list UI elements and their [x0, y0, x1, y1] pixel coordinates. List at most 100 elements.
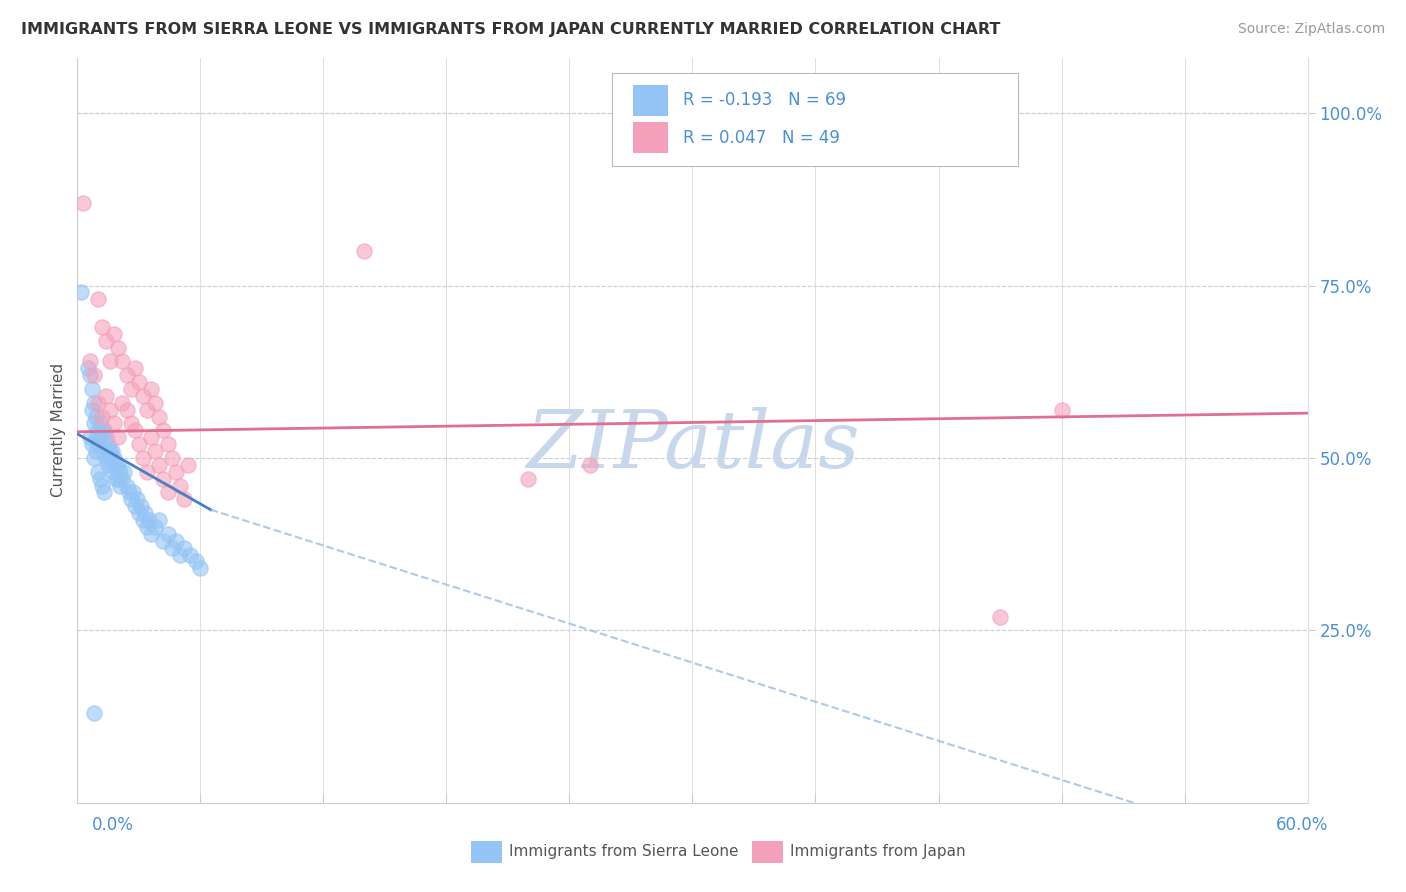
Point [988, 609, 1011, 624]
Point [114, 465, 136, 479]
Point [517, 472, 540, 486]
Point [79, 354, 101, 368]
Point [156, 437, 179, 451]
Text: IMMIGRANTS FROM SIERRA LEONE VS IMMIGRANTS FROM JAPAN CURRENTLY MARRIED CORRELAT: IMMIGRANTS FROM SIERRA LEONE VS IMMIGRAN… [21, 22, 1001, 37]
Point [93, 485, 115, 500]
Point [89, 417, 111, 431]
Point [90, 478, 114, 492]
Point [87, 465, 110, 479]
Point [179, 548, 201, 562]
Point [97, 444, 120, 458]
Point [103, 450, 125, 465]
Point [98, 444, 121, 458]
Point [186, 554, 208, 568]
Point [143, 520, 166, 534]
Point [84, 444, 107, 458]
Point [70, 285, 93, 300]
Point [136, 402, 159, 417]
Point [128, 506, 150, 520]
Point [136, 520, 159, 534]
Point [152, 533, 174, 548]
Point [783, 106, 806, 120]
Point [177, 458, 200, 472]
Point [98, 402, 121, 417]
Point [120, 417, 142, 431]
Point [87, 423, 110, 437]
Point [156, 485, 179, 500]
Point [97, 458, 120, 472]
Point [80, 402, 103, 417]
Text: ZIPatlas: ZIPatlas [526, 407, 859, 484]
Point [84, 409, 107, 424]
Point [94, 389, 117, 403]
Point [80, 437, 103, 451]
Point [124, 500, 146, 514]
Point [93, 437, 115, 451]
Text: Source: ZipAtlas.com: Source: ZipAtlas.com [1237, 22, 1385, 37]
Text: Immigrants from Sierra Leone: Immigrants from Sierra Leone [509, 845, 738, 859]
Point [148, 458, 170, 472]
Bar [634, 122, 668, 153]
Point [141, 526, 163, 541]
Text: R = 0.047   N = 49: R = 0.047 N = 49 [683, 128, 839, 146]
Point [90, 423, 114, 437]
Point [169, 478, 191, 492]
Point [165, 533, 187, 548]
Point [141, 430, 163, 444]
Point [141, 382, 163, 396]
Point [107, 341, 129, 355]
Point [160, 450, 183, 465]
Point [128, 437, 150, 451]
Text: Immigrants from Japan: Immigrants from Japan [790, 845, 966, 859]
Point [152, 423, 174, 437]
Point [120, 382, 142, 396]
Point [94, 334, 117, 348]
Point [103, 417, 125, 431]
Point [79, 430, 101, 444]
Point [173, 492, 195, 507]
Point [90, 409, 114, 424]
Point [138, 513, 160, 527]
Point [115, 478, 138, 492]
Text: R = -0.193   N = 69: R = -0.193 N = 69 [683, 92, 845, 110]
Point [1050, 402, 1073, 417]
Point [89, 472, 111, 486]
Point [89, 430, 111, 444]
Point [117, 485, 139, 500]
Point [111, 354, 134, 368]
Point [353, 244, 375, 258]
Point [103, 326, 125, 341]
Point [90, 444, 114, 458]
Y-axis label: Currently Married: Currently Married [51, 363, 66, 498]
Point [107, 458, 129, 472]
Point [87, 437, 110, 451]
Point [97, 437, 120, 451]
Point [125, 492, 148, 507]
Point [115, 368, 138, 383]
Point [98, 450, 121, 465]
Point [134, 506, 156, 520]
Point [83, 417, 105, 431]
Point [156, 526, 179, 541]
Point [120, 492, 142, 507]
Point [148, 409, 170, 424]
Point [107, 430, 129, 444]
Point [94, 430, 117, 444]
Point [103, 465, 125, 479]
Point [121, 485, 143, 500]
Point [124, 423, 146, 437]
Point [160, 541, 183, 555]
Point [84, 430, 107, 444]
Point [93, 423, 115, 437]
Point [129, 500, 152, 514]
Point [101, 444, 124, 458]
Point [90, 320, 114, 334]
Point [105, 458, 128, 472]
Point [152, 472, 174, 486]
Point [132, 450, 155, 465]
Point [105, 472, 128, 486]
Point [83, 396, 105, 410]
Point [111, 396, 134, 410]
Point [98, 354, 121, 368]
Point [87, 293, 110, 307]
